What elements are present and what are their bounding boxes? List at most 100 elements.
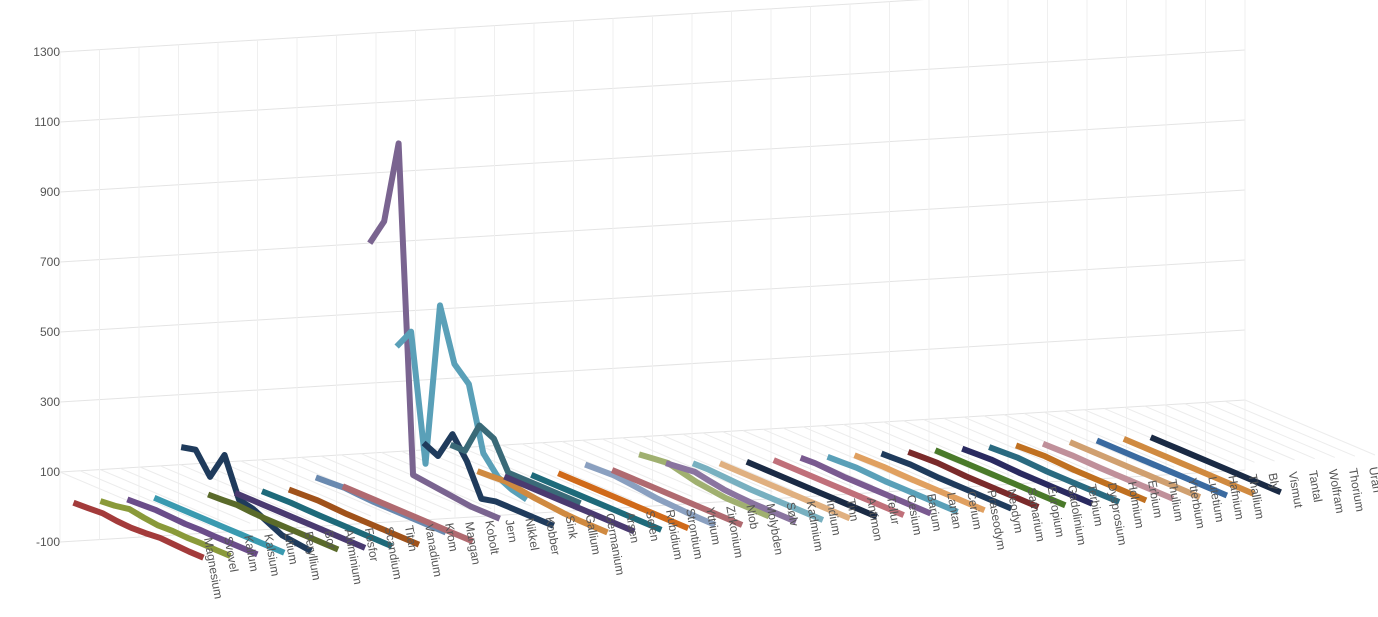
x-tick-label: Vismut: [1286, 471, 1306, 510]
floor-gridline: [99, 469, 231, 526]
floor-gridline: [1124, 406, 1255, 463]
y-axis-tick-labels: -100 100 300 500 700 900 1100 1300: [33, 45, 60, 549]
series-line: [1095, 437, 1229, 499]
series-line: [638, 451, 771, 520]
floor-gridline: [1204, 401, 1336, 458]
floor-gridline: [943, 417, 1074, 474]
floor-gridline: [260, 459, 392, 516]
x-tick-label: Kobolt: [482, 519, 502, 556]
series-line: [1068, 439, 1202, 500]
floor-gridline: [240, 460, 371, 517]
y-tick-label: 1100: [34, 115, 60, 129]
x-tick-label: Selen: [643, 510, 662, 543]
x-tick-label: Thulium: [1165, 478, 1186, 522]
x-tick-label: Svovel: [221, 535, 241, 573]
x-tick-label: Mangan: [462, 521, 483, 566]
floor-gridline: [561, 441, 693, 497]
y-tick-label: 700: [40, 255, 60, 269]
series-line: [718, 460, 851, 522]
series-line: [988, 444, 1121, 505]
series-line: [530, 472, 663, 533]
x-tick-label: Neodym: [1004, 488, 1026, 534]
x-tick-label: Bor: [322, 529, 339, 550]
y-tick-label: 300: [40, 395, 60, 409]
series-line: [584, 461, 717, 528]
series-line: [1015, 442, 1148, 504]
floor-gridline: [120, 467, 251, 524]
series-line: [503, 473, 636, 535]
series-line: [180, 444, 313, 554]
series-line: [557, 470, 690, 531]
floor-gridline: [863, 422, 994, 479]
y-tick-label: 900: [40, 185, 60, 199]
x-tick-label: Cerium: [964, 490, 985, 531]
x-tick-label: Tantal: [1306, 469, 1325, 503]
x-tick-label: Kalium: [241, 534, 261, 573]
series-line: [934, 447, 1067, 509]
series-line: [207, 491, 340, 553]
floor-gridline: [642, 436, 773, 493]
x-tick-label: Tinn: [844, 497, 862, 522]
series-line: [1041, 440, 1175, 502]
series-line: [153, 495, 286, 556]
x-tick-label: Nikkel: [522, 517, 541, 552]
x-tick-label: Thorium: [1346, 467, 1367, 513]
floor-gridline: [1184, 403, 1315, 460]
series-line: [799, 454, 932, 517]
floor-gridline: [340, 454, 472, 511]
floor-gridline: [722, 431, 853, 488]
floor-gridline: [622, 437, 753, 494]
x-tick-label: Arsen: [623, 511, 642, 544]
x-tick-label: Beryllium: [302, 530, 324, 581]
series-line: [961, 445, 1094, 507]
x-tick-label: Cesium: [904, 494, 925, 537]
x-tick-label: Thallium: [1245, 473, 1267, 520]
series-line: [772, 457, 905, 518]
series-line: [260, 488, 394, 549]
series-line: [610, 467, 744, 528]
floor-gridline: [582, 439, 713, 496]
x-tick-label: Wolfram: [1326, 468, 1348, 514]
floor-gridline: [1023, 412, 1155, 469]
series-line: [72, 499, 205, 561]
x-tick-label: Yttrium: [703, 506, 723, 546]
series-line: [341, 483, 474, 545]
series-line: [880, 450, 1013, 512]
series-line: [745, 459, 878, 520]
series-line: [233, 490, 367, 551]
x-tick-label: Praseodym: [984, 489, 1008, 551]
y-tick-label: 1300: [33, 45, 60, 59]
floor-gridline: [1144, 405, 1275, 462]
x-tick-label: Uran: [1366, 466, 1378, 494]
series-line: [1149, 434, 1282, 495]
floor-gridline: [662, 434, 793, 491]
floor-gridline: [320, 455, 452, 512]
y-tick-label: 100: [40, 465, 60, 479]
x-tick-label: Kalsium: [261, 533, 282, 577]
floor-gridline: [1043, 411, 1175, 468]
series-line: [665, 460, 798, 525]
x-tick-label: Strontium: [683, 507, 706, 560]
series-line: [287, 486, 421, 548]
x-tick-label: Germanium: [603, 512, 628, 576]
x-tick-label: Tellur: [884, 495, 903, 526]
series-line: [853, 452, 986, 513]
x-tick-label: Sink: [563, 515, 581, 541]
series-line: [1122, 436, 1255, 497]
series-line: [99, 498, 232, 559]
series-line: [367, 140, 501, 522]
floor-gridline: [1244, 399, 1376, 456]
x-tick-label: Titan: [402, 524, 420, 552]
floor-gridline: [883, 421, 1014, 478]
x-tick-label: Krom: [442, 522, 461, 553]
floor-gridline: [521, 443, 653, 500]
x-tick-label: Magnesium: [201, 536, 226, 600]
series-layer: [72, 140, 1282, 561]
series-line: [691, 460, 825, 523]
x-tick-label: Niob: [743, 504, 761, 531]
floor-gridline: [802, 426, 934, 483]
y-tick-label: 500: [40, 325, 60, 339]
x-tick-label: Hafnium: [1225, 474, 1247, 520]
